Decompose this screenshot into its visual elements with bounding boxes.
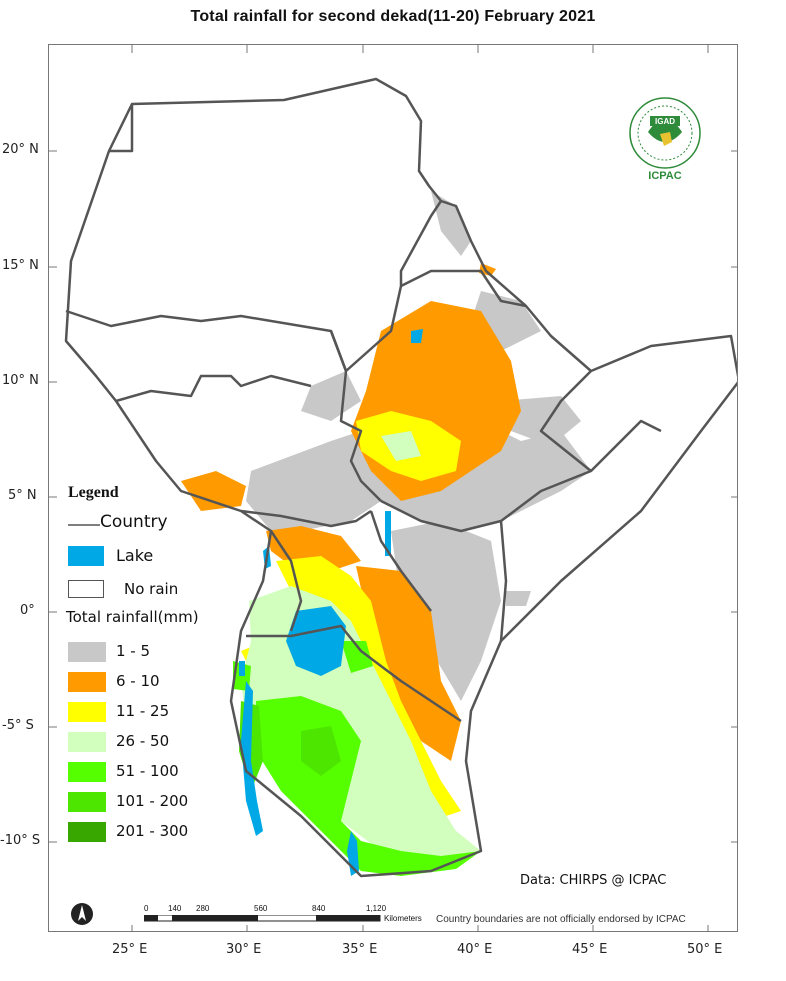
legend-class-label: 26 - 50 xyxy=(116,732,170,750)
lat-label-15n: 15° N xyxy=(2,258,39,273)
lon-label-35e: 35° E xyxy=(342,942,378,957)
scale-tick-0: 0 xyxy=(144,904,149,913)
lat-label-5n: 5° N xyxy=(8,488,37,503)
norain-swatch xyxy=(68,580,104,598)
legend-class-swatch xyxy=(68,672,106,692)
legend-lake-label: Lake xyxy=(116,546,154,565)
lakes xyxy=(239,329,423,876)
rainfall-1-5 xyxy=(246,191,591,701)
legend-class-label: 6 - 10 xyxy=(116,672,160,690)
scale-bar-graphic xyxy=(144,915,381,922)
legend-class-label: 1 - 5 xyxy=(116,642,151,660)
lat-label-10s: -10° S xyxy=(0,833,41,848)
lake-kivu xyxy=(239,661,245,676)
boundary-disclaimer: Country boundaries are not officially en… xyxy=(436,914,686,925)
map-canvas xyxy=(49,45,737,931)
scale-tick-140: 140 xyxy=(168,904,182,913)
igad-icpac-logo: IGAD ICPAC xyxy=(628,96,702,188)
igad-emblem-icon: IGAD xyxy=(629,97,701,169)
data-credit: Data: CHIRPS @ ICPAC xyxy=(520,873,667,888)
map-title: Total rainfall for second dekad(11-20) F… xyxy=(190,8,596,25)
legend-class-label: 201 - 300 xyxy=(116,822,189,840)
lon-label-40e: 40° E xyxy=(457,942,493,957)
legend-class-swatch xyxy=(68,792,106,812)
lat-label-10n: 10° N xyxy=(2,373,39,388)
map-frame xyxy=(48,44,738,932)
scale-tick-840: 840 xyxy=(312,904,326,913)
country-borders xyxy=(64,77,737,878)
scale-bar: 0 140 280 560 840 1,120 Kilometers xyxy=(140,904,440,928)
legend-class-label: 51 - 100 xyxy=(116,762,179,780)
legend-norain-label: No rain xyxy=(124,580,179,598)
lake-turkana xyxy=(385,511,391,556)
lon-label-50e: 50° E xyxy=(687,942,723,957)
legend-class-swatch xyxy=(68,822,106,842)
legend-class-swatch xyxy=(68,702,106,722)
legend-class-label: 11 - 25 xyxy=(116,702,170,720)
legend-rainfall-title: Total rainfall(mm) xyxy=(66,608,199,626)
legend-class-label: 101 - 200 xyxy=(116,792,189,810)
legend-country-label: Country xyxy=(100,512,168,532)
lake-tanganyika xyxy=(241,681,263,836)
legend-class-swatch xyxy=(68,732,106,752)
lon-label-30e: 30° E xyxy=(226,942,262,957)
lake-swatch xyxy=(68,546,104,566)
logo-icpac-text: ICPAC xyxy=(648,170,682,182)
legend-title: Legend xyxy=(68,484,119,501)
north-arrow-icon xyxy=(71,903,93,925)
graticule-ticks xyxy=(49,45,737,931)
scale-tick-280: 280 xyxy=(196,904,210,913)
lat-label-5s: -5° S xyxy=(2,718,34,733)
lat-label-20n: 20° N xyxy=(2,142,39,157)
scale-tick-560: 560 xyxy=(254,904,268,913)
country-line-icon xyxy=(68,524,100,526)
lake-victoria xyxy=(286,606,346,676)
scale-units: Kilometers xyxy=(384,914,422,923)
lat-label-0: 0° xyxy=(20,603,35,618)
legend-class-swatch xyxy=(68,642,106,662)
lon-label-45e: 45° E xyxy=(572,942,608,957)
lake-tana xyxy=(411,329,423,343)
svg-text:IGAD: IGAD xyxy=(655,117,675,126)
scale-tick-1120: 1,120 xyxy=(366,904,387,913)
lon-label-25e: 25° E xyxy=(112,942,148,957)
legend-class-swatch xyxy=(68,762,106,782)
